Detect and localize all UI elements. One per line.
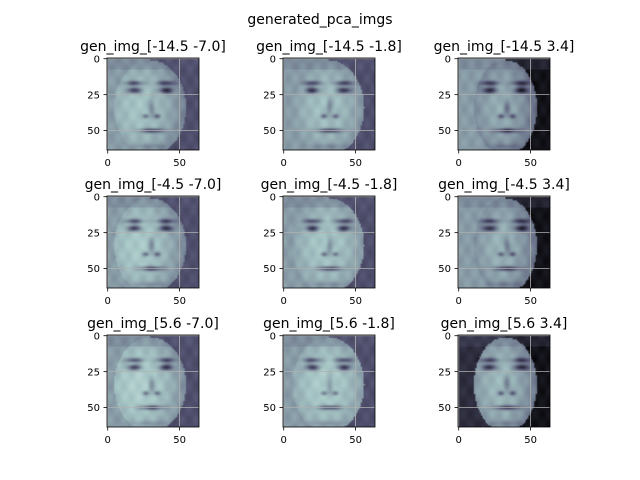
x-tick-label: 50 — [524, 158, 537, 169]
y-tick-label: 0 — [270, 331, 276, 342]
x-tick-label: 0 — [105, 158, 111, 169]
x-tick-label: 50 — [524, 435, 537, 446]
y-tick-label: 50 — [87, 403, 100, 414]
x-tick-label: 0 — [105, 296, 111, 307]
x-tick-label: 0 — [456, 296, 462, 307]
subplot-title: gen_img_[5.6 -7.0] — [87, 316, 219, 332]
face-image — [458, 335, 550, 427]
face-image — [458, 196, 550, 288]
y-tick-label: 50 — [263, 264, 276, 275]
axes-frame — [282, 195, 376, 289]
x-tick-label: 50 — [349, 158, 362, 169]
subplot-title: gen_img_[-4.5 3.4] — [438, 177, 570, 193]
x-tick-label: 0 — [456, 158, 462, 169]
x-tick-label: 0 — [105, 435, 111, 446]
y-tick-label: 25 — [87, 90, 100, 101]
y-tick-label: 0 — [94, 331, 100, 342]
y-tick-label: 25 — [87, 228, 100, 239]
axes-frame — [106, 195, 200, 289]
y-tick-label: 25 — [263, 90, 276, 101]
subplot-title: gen_img_[-14.5 3.4] — [434, 39, 575, 55]
x-tick-label: 50 — [173, 435, 186, 446]
subplot-title: gen_img_[-4.5 -1.8] — [261, 177, 398, 193]
y-tick-label: 0 — [445, 331, 451, 342]
face-image — [107, 335, 199, 427]
x-tick-label: 0 — [456, 435, 462, 446]
subplot-title: gen_img_[-4.5 -7.0] — [85, 177, 222, 193]
x-tick-label: 0 — [281, 158, 287, 169]
axes-frame — [106, 334, 200, 428]
face-image — [283, 58, 375, 150]
x-tick-label: 50 — [349, 296, 362, 307]
axes-frame — [457, 334, 551, 428]
y-tick-label: 50 — [438, 403, 451, 414]
subplot-title: gen_img_[-14.5 -7.0] — [80, 39, 226, 55]
y-tick-label: 0 — [94, 192, 100, 203]
y-tick-label: 50 — [438, 126, 451, 137]
y-tick-label: 50 — [263, 126, 276, 137]
x-tick-label: 50 — [349, 435, 362, 446]
axes-frame — [457, 195, 551, 289]
y-tick-label: 0 — [94, 54, 100, 65]
axes-frame — [282, 334, 376, 428]
y-tick-label: 0 — [445, 192, 451, 203]
y-tick-label: 0 — [270, 192, 276, 203]
x-tick-label: 0 — [281, 435, 287, 446]
y-tick-label: 0 — [270, 54, 276, 65]
y-tick-label: 50 — [438, 264, 451, 275]
x-tick-label: 50 — [173, 296, 186, 307]
face-image — [283, 196, 375, 288]
face-image — [458, 58, 550, 150]
x-tick-label: 0 — [281, 296, 287, 307]
face-image — [107, 58, 199, 150]
y-tick-label: 25 — [263, 367, 276, 378]
y-tick-label: 25 — [438, 90, 451, 101]
y-tick-label: 50 — [87, 126, 100, 137]
y-tick-label: 50 — [263, 403, 276, 414]
subplot-title: gen_img_[5.6 -1.8] — [263, 316, 395, 332]
axes-frame — [282, 57, 376, 151]
subplot-title: gen_img_[-14.5 -1.8] — [256, 39, 402, 55]
y-tick-label: 25 — [263, 228, 276, 239]
y-tick-label: 25 — [438, 367, 451, 378]
y-tick-label: 50 — [87, 264, 100, 275]
y-tick-label: 25 — [438, 228, 451, 239]
face-image — [107, 196, 199, 288]
x-tick-label: 50 — [173, 158, 186, 169]
face-image — [283, 335, 375, 427]
y-tick-label: 25 — [87, 367, 100, 378]
axes-frame — [106, 57, 200, 151]
figure-suptitle: generated_pca_imgs — [247, 12, 392, 28]
x-tick-label: 50 — [524, 296, 537, 307]
y-tick-label: 0 — [445, 54, 451, 65]
axes-frame — [457, 57, 551, 151]
subplot-title: gen_img_[5.6 3.4] — [441, 316, 568, 332]
